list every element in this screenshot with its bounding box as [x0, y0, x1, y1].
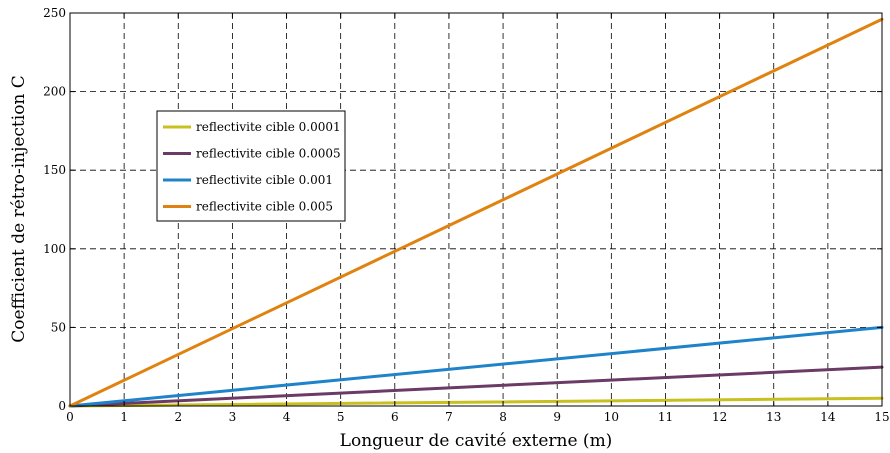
x-tick-label: 12 [712, 410, 727, 424]
legend-box [156, 110, 346, 222]
y-tick-label: 250 [43, 6, 66, 20]
grid [70, 13, 882, 406]
legend: reflectivite cible 0.0001 reflectivite ci… [156, 110, 346, 222]
x-tick-label: 1 [120, 410, 128, 424]
x-tick-label: 2 [174, 410, 182, 424]
x-tick-label: 15 [874, 410, 889, 424]
legend-label: reflectivite cible 0.001 [196, 173, 333, 187]
x-tick-label: 8 [499, 410, 507, 424]
x-tick-label: 9 [553, 410, 561, 424]
x-tick-label: 0 [66, 410, 74, 424]
x-tick-label: 5 [337, 410, 345, 424]
y-tick-label: 200 [43, 85, 66, 99]
series-line [68, 396, 884, 408]
legend-label: reflectivite cible 0.0001 [196, 120, 341, 134]
x-tick-label: 10 [604, 410, 619, 424]
x-axis-label: Longueur de cavité externe (m) [340, 431, 613, 451]
x-tick-label: 13 [766, 410, 781, 424]
y-tick-label: 50 [51, 320, 66, 334]
x-tick-label: 7 [445, 410, 453, 424]
series-line [68, 17, 884, 408]
plot-frame [69, 12, 883, 407]
series-lines [68, 17, 884, 408]
x-tick-label: 11 [658, 410, 673, 424]
series-line [68, 325, 884, 408]
x-tick-label: 14 [820, 410, 836, 424]
legend-label: reflectivite cible 0.005 [196, 200, 333, 214]
legend-label: reflectivite cible 0.0005 [196, 147, 341, 161]
y-tick-label: 0 [58, 399, 66, 413]
y-axis-label: Coefficient de rétro-injection C [9, 75, 29, 343]
y-tick-label: 100 [43, 242, 66, 256]
x-tick-label: 3 [229, 410, 237, 424]
x-tick-label: 6 [391, 410, 399, 424]
y-tick-label: 150 [43, 163, 66, 177]
series-line [68, 365, 884, 408]
x-tick-label: 4 [283, 410, 291, 424]
